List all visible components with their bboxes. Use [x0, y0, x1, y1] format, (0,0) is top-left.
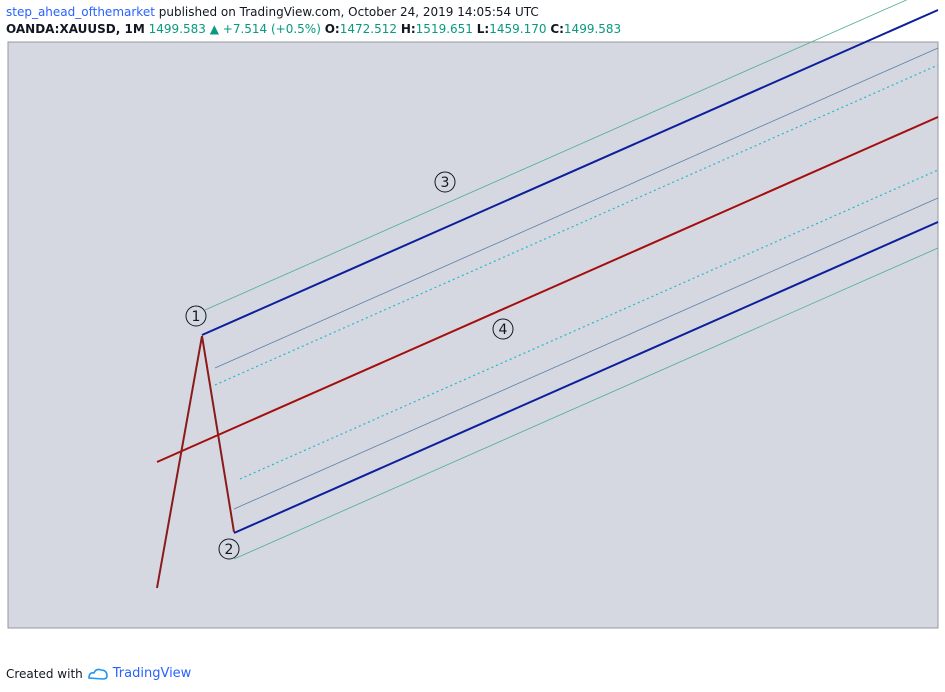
author[interactable]: step_ahead_ofthemarket: [6, 5, 155, 19]
close-key: C:: [550, 22, 564, 36]
wave-label: 1: [192, 309, 201, 325]
plot-area: [7, 41, 939, 629]
fork-inner: [233, 197, 939, 510]
publish-info: published on TradingView.com, October 24…: [158, 5, 539, 19]
symbol-line: OANDA:XAUUSD, 1M 1499.583 ▲ +7.514 (+0.5…: [6, 21, 621, 38]
open-key: O:: [324, 22, 340, 36]
wave-circle: [218, 538, 240, 560]
fork-dotted: [239, 169, 939, 480]
wave-label: 4: [499, 322, 508, 338]
low-key: L:: [476, 22, 490, 36]
low-val: 1459.170: [489, 22, 547, 36]
fork-handle: [156, 335, 235, 589]
symbol: OANDA:XAUUSD, 1M: [6, 22, 145, 36]
publish-line: step_ahead_ofthemarket published on Trad…: [6, 4, 621, 21]
wave-label: 3: [441, 175, 450, 191]
fork-median: [156, 116, 939, 463]
fork-outer: [233, 247, 939, 560]
wave-circle: [185, 305, 207, 327]
change: +7.514 (+0.5%): [222, 22, 321, 36]
pitchfork: [156, 0, 939, 589]
wave-label: 2: [225, 542, 234, 558]
chart: 1 2 3 4: [7, 0, 939, 629]
wave-circle: [434, 171, 456, 193]
open-val: 1472.512: [339, 22, 397, 36]
header: step_ahead_ofthemarket published on Trad…: [6, 4, 621, 38]
wave-circle: [492, 318, 514, 340]
arrow: ▲: [209, 22, 219, 36]
high-val: 1519.651: [415, 22, 473, 36]
high-key: H:: [400, 22, 416, 36]
fork-dotted: [214, 64, 939, 386]
fork-inner: [214, 47, 939, 369]
fork-lower: [233, 221, 939, 534]
logo-icon: [87, 668, 108, 680]
created-with: Created with: [6, 666, 83, 681]
last: 1499.583: [148, 22, 206, 36]
close-val: 1499.583: [563, 22, 622, 36]
brand[interactable]: TradingView: [112, 666, 192, 681]
footer: Created with TradingView: [6, 666, 191, 681]
fork-outer: [204, 0, 908, 311]
fork-upper: [201, 9, 939, 336]
wave-labels: [185, 171, 514, 560]
